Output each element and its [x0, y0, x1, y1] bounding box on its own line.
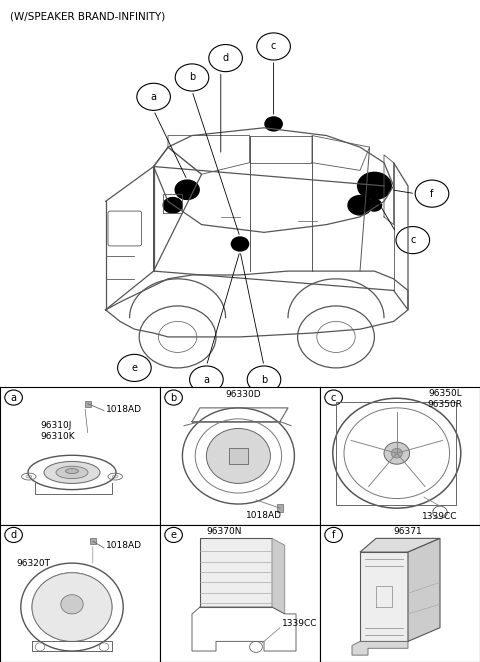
Circle shape — [367, 199, 382, 211]
Circle shape — [61, 594, 83, 614]
Text: 96350R: 96350R — [427, 400, 462, 409]
Polygon shape — [90, 538, 96, 544]
Text: a: a — [11, 393, 17, 402]
Circle shape — [32, 573, 112, 641]
Text: b: b — [170, 393, 177, 402]
Text: 96371: 96371 — [394, 527, 422, 536]
Polygon shape — [408, 538, 440, 641]
FancyBboxPatch shape — [200, 538, 272, 607]
Circle shape — [265, 117, 282, 131]
Text: a: a — [204, 375, 209, 385]
Text: c: c — [410, 235, 416, 245]
Ellipse shape — [66, 469, 78, 473]
Text: f: f — [332, 530, 336, 540]
Text: b: b — [261, 375, 267, 385]
Text: d: d — [11, 530, 17, 540]
Text: e: e — [170, 530, 177, 540]
Text: c: c — [271, 42, 276, 52]
Circle shape — [384, 442, 409, 464]
Text: 96350L: 96350L — [428, 389, 462, 398]
Circle shape — [206, 428, 270, 483]
FancyBboxPatch shape — [229, 448, 248, 464]
Circle shape — [163, 197, 182, 213]
Polygon shape — [272, 538, 285, 614]
Text: 1018AD: 1018AD — [106, 541, 142, 549]
Text: b: b — [189, 72, 195, 83]
Polygon shape — [352, 641, 408, 655]
Ellipse shape — [56, 466, 88, 479]
Text: (W/SPEAKER BRAND-INFINITY): (W/SPEAKER BRAND-INFINITY) — [10, 12, 165, 22]
Text: 1018AD: 1018AD — [106, 404, 142, 414]
Text: a: a — [151, 92, 156, 102]
Text: 96370N: 96370N — [206, 527, 242, 536]
Polygon shape — [360, 552, 408, 641]
Ellipse shape — [44, 461, 100, 483]
Text: 96310K: 96310K — [40, 432, 74, 441]
Text: 1018AD: 1018AD — [246, 511, 282, 520]
Polygon shape — [360, 538, 440, 552]
Text: 96320T: 96320T — [16, 559, 50, 567]
Circle shape — [391, 448, 402, 458]
Circle shape — [358, 172, 391, 199]
Circle shape — [348, 195, 372, 215]
Polygon shape — [85, 401, 91, 406]
Text: d: d — [223, 53, 228, 63]
Circle shape — [231, 237, 249, 251]
Text: 1339CC: 1339CC — [282, 619, 317, 628]
Text: c: c — [331, 393, 336, 402]
Text: 96330D: 96330D — [226, 390, 261, 399]
Text: 1339CC: 1339CC — [422, 512, 458, 521]
Circle shape — [175, 180, 199, 199]
Text: f: f — [430, 189, 434, 199]
Text: e: e — [132, 363, 137, 373]
Text: 96310J: 96310J — [40, 421, 72, 430]
Polygon shape — [277, 504, 283, 512]
